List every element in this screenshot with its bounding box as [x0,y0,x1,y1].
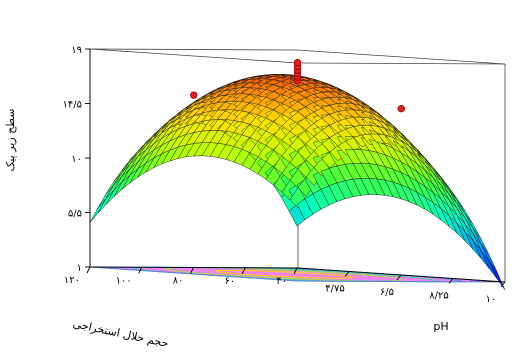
y-tick-label: ۴۰ [276,276,287,287]
z-tick-label: ۱۴/۵ [63,100,82,111]
y-tick [190,267,194,274]
z-tick-label: ۱ [77,263,82,274]
design-point [397,104,405,113]
y-tick [86,266,91,274]
y-axis-title: حجم حلال استخراجی [72,317,170,350]
z-axis-title: سطح زیر پیک [4,108,17,171]
y-tick-label: ۱۰۰ [116,275,132,286]
x-tick [500,281,506,288]
response-surface [89,74,506,291]
z-tick-label: ۱۰ [71,154,82,165]
x-axis-title: pH [433,320,448,333]
box-edge-5 [89,48,298,51]
x-tick-label: ۴/۷۵ [325,284,344,295]
x-tick [344,271,350,277]
box-edge-4 [297,62,506,65]
box-edge-6 [296,49,506,65]
x-tick-label: ۶/۵ [380,287,394,298]
x-tick [448,278,454,284]
y-tick-label: ۱۲۰ [64,275,80,286]
x-tick [396,274,402,281]
y-tick-label: ۸۰ [173,276,184,287]
z-tick-label: ۵/۵ [68,209,82,220]
x-tick-label: ۱۰ [486,294,497,305]
axes [85,48,506,288]
tick-labels: ۱ ۵/۵ ۱۰ ۱۴/۵ ۱۹ ۴/۷۵ ۶/۵ ۸/۲۵ ۱۰ ۴۰ ۶۰ ۸۰ ۱۰۰ ۱۲۰ [63,45,497,305]
box-back-edges [89,48,506,282]
y-tick [293,267,298,275]
y-tick [241,267,246,274]
floor-contour-0 [215,269,354,279]
z-tick-label: ۱۹ [71,45,82,56]
box-edge-3 [89,48,299,64]
design-point [293,58,302,67]
surface-cell [89,198,107,223]
y-tick-label: ۶۰ [225,276,236,287]
x-tick-label: ۸/۲۵ [429,291,448,302]
surface-cell [488,260,506,291]
design-points [190,58,405,113]
design-point [190,91,198,99]
y-tick [138,267,143,274]
